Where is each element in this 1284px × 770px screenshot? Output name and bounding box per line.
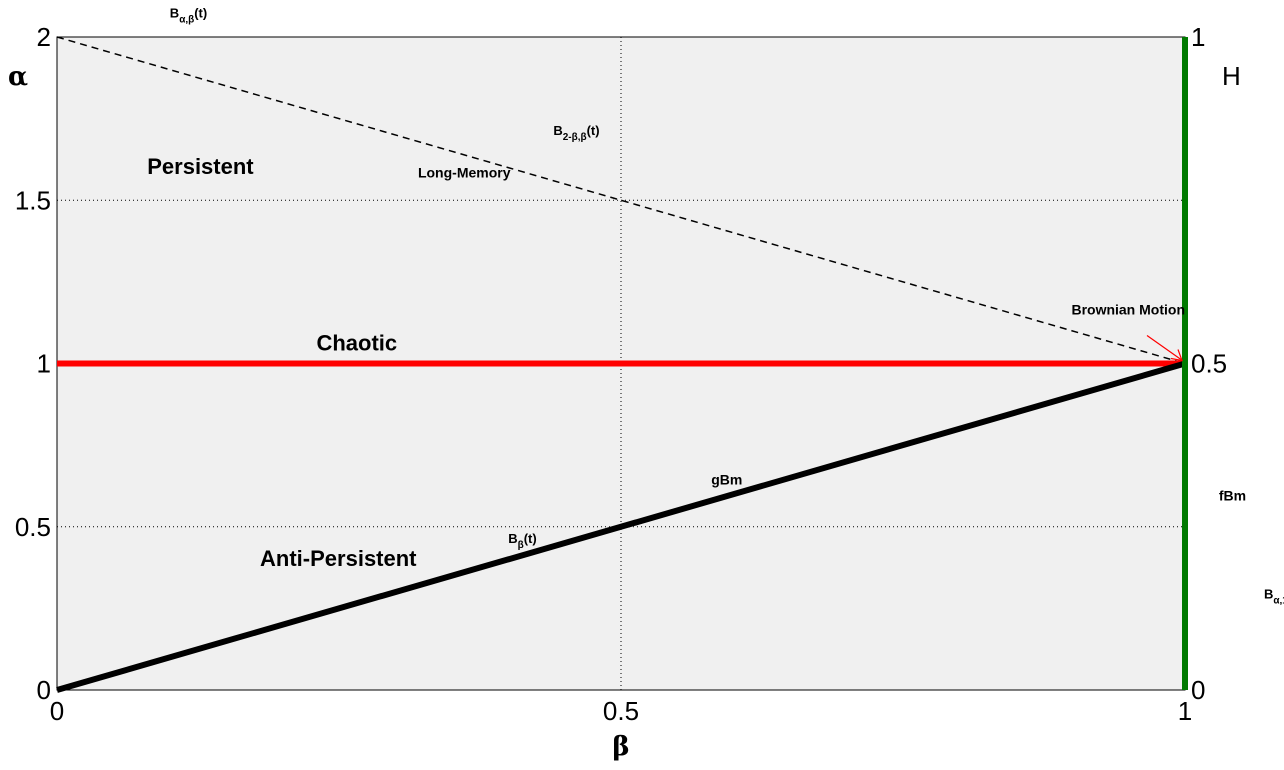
brownian-arrow-head: [1170, 349, 1183, 362]
y2-axis-label: H: [1222, 61, 1241, 91]
annotation-gbm: gBm: [711, 471, 742, 487]
annotation-chaotic: Chaotic: [316, 330, 397, 355]
annotation-base: B: [170, 5, 179, 20]
series-line-2: [56, 360, 1186, 693]
annotation-b-beta: Bβ(t): [508, 531, 537, 551]
y2-tick-label: 0.5: [1191, 349, 1227, 379]
annotation-base: B: [1264, 587, 1273, 602]
y2-tick-label: 1: [1191, 22, 1205, 52]
annotation-persistent: Persistent: [147, 154, 254, 179]
annotation-subscript: α,β: [179, 14, 194, 25]
annotation-fbm: fBm: [1219, 488, 1246, 504]
x-tick-label: 0.5: [603, 696, 639, 726]
y-axis-label: α: [8, 62, 28, 92]
x-tick-label: 0: [50, 696, 64, 726]
x-tick-label: 1: [1178, 696, 1192, 726]
annotation-b-alpha-beta: Bα,β(t): [170, 5, 207, 25]
annotation-base: B: [553, 123, 562, 138]
annotation-long-memory: Long-Memory: [418, 164, 511, 180]
brownian-arrow: [1146, 335, 1183, 362]
y2-tick-label: 0: [1191, 675, 1205, 705]
annotation-anti-persistent: Anti-Persistent: [260, 546, 417, 571]
series-line-0: [56, 36, 1186, 365]
annotation-b-2-minus-beta: B2-β,β(t): [553, 123, 599, 143]
annotation-suffix: (t): [524, 531, 537, 546]
annotation-subscript: 2-β,β: [563, 132, 587, 143]
annotation-base: B: [508, 531, 517, 546]
y-tick-label: 1: [37, 349, 51, 379]
annotation-brownian: Brownian Motion: [1071, 302, 1185, 318]
y-tick-label: 0: [37, 675, 51, 705]
series-group: [56, 36, 1188, 693]
annotations: Bα,β(t)B2-β,β(t)Persistent Long-MemoryBro…: [147, 5, 1284, 606]
annotation-subscript: β: [518, 540, 524, 551]
y-tick-label: 0.5: [15, 512, 51, 542]
annotation-b-alpha-1: Bα,1(t): [1264, 587, 1284, 607]
annotation-suffix: (t): [587, 123, 600, 138]
brownian-arrow-line: [1146, 335, 1182, 360]
annotation-subscript: α,1: [1273, 596, 1284, 607]
annotation-suffix: (t): [194, 5, 207, 20]
x-axis-label: β: [612, 732, 629, 762]
y-tick-label: 2: [37, 22, 51, 52]
y-tick-label: 1.5: [15, 185, 51, 215]
